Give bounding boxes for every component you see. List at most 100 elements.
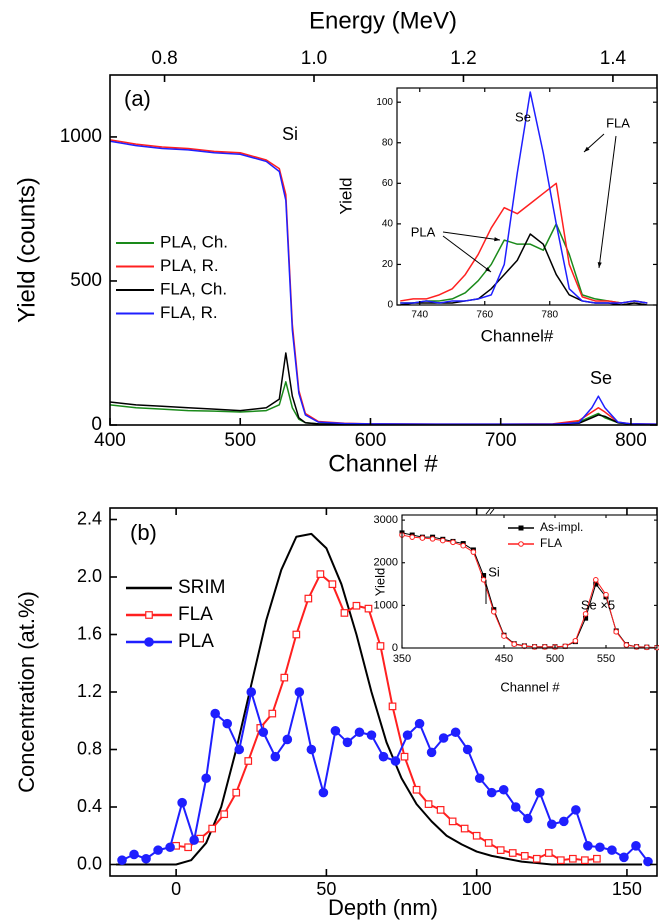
annotation: (a) [124,86,151,111]
marker [486,787,497,798]
x-tick-label: 500 [546,653,564,665]
marker [220,810,229,819]
y-tick-label: 1000 [374,599,398,611]
marker [436,806,445,814]
marker [318,787,329,798]
arrow-line [442,235,492,273]
marker [328,580,337,589]
marker [534,787,545,798]
marker [474,773,485,784]
arrow-line [442,231,501,241]
arrow-head [597,262,602,268]
marker [462,744,473,755]
marker [583,841,593,851]
marker [189,835,199,845]
marker [400,752,409,761]
legend-label: FLA, R. [160,303,218,322]
marker [450,539,456,546]
marker [165,842,175,853]
y-tick-label: 0 [392,642,398,654]
marker [330,726,341,736]
x-tick-label: 760 [476,310,493,321]
marker [522,813,533,824]
y-tick-label: 60 [382,178,394,189]
legend-label: PLA, R. [160,256,219,275]
y-axis-title: Yield (counts) [13,177,40,323]
marker [426,747,437,758]
x-tick-label: 50 [316,879,336,899]
marker [501,633,507,639]
annotation: Se [590,368,612,388]
marker [532,854,541,863]
marker [316,570,325,578]
marker [378,751,389,762]
y-tick-label: 0.8 [77,738,102,758]
y-tick-label: 40 [382,219,394,230]
marker [547,819,557,830]
x2-axis-title: Energy (MeV) [309,7,457,34]
marker [595,842,605,853]
series-line [110,140,657,425]
marker [572,637,579,644]
marker [607,845,617,855]
legend-label: FLA [178,604,213,625]
y-tick-label: 2000 [374,557,398,569]
marker [222,718,233,729]
marker [424,800,433,808]
x2-tick-label: 1.4 [600,48,627,69]
legend-label: FLA [540,536,562,550]
marker [562,643,569,650]
marker [508,849,517,857]
marker [244,757,253,765]
arrow-head [494,237,500,242]
x-tick-label: 500 [224,430,256,451]
marker [144,637,154,647]
y-tick-label: 0.4 [77,796,102,816]
marker [582,611,589,617]
y-tick-label: 1.6 [77,623,102,643]
x-tick-label: 0 [171,879,181,899]
marker [232,788,241,797]
x-tick-label: 600 [355,430,387,451]
y-tick-label: 0.0 [77,853,102,873]
marker [280,673,289,682]
x2-tick-label: 1.2 [450,48,476,69]
marker [270,751,281,762]
marker [117,855,127,865]
marker [470,549,477,555]
inset-background [397,88,657,305]
marker [340,609,349,617]
marker [448,817,457,826]
y-tick-label: 80 [382,137,394,148]
marker [480,576,487,583]
marker [619,852,629,863]
marker [412,785,421,794]
marker [354,727,365,738]
series-line [110,381,657,425]
x2-tick-label: 0.8 [151,48,177,69]
marker [177,797,187,808]
y-tick-label: 3000 [374,514,398,526]
x-tick-label: 740 [411,310,428,321]
marker [593,576,599,583]
marker [184,843,192,852]
marker [294,687,305,697]
legend-label: As-impl. [540,520,583,534]
marker [364,604,373,613]
arrow-head [485,266,491,272]
marker [153,845,163,855]
marker [234,744,245,755]
marker [246,687,257,697]
marker [429,536,436,542]
x-tick-label: 100 [462,879,492,899]
annotation: Si [488,564,500,579]
marker [208,824,217,833]
marker [568,854,577,863]
x-axis-title: Channel# [481,326,554,345]
marker [496,846,505,854]
marker [210,708,220,719]
marker [376,642,385,650]
x-tick-label: 450 [495,653,513,665]
marker [282,734,293,745]
